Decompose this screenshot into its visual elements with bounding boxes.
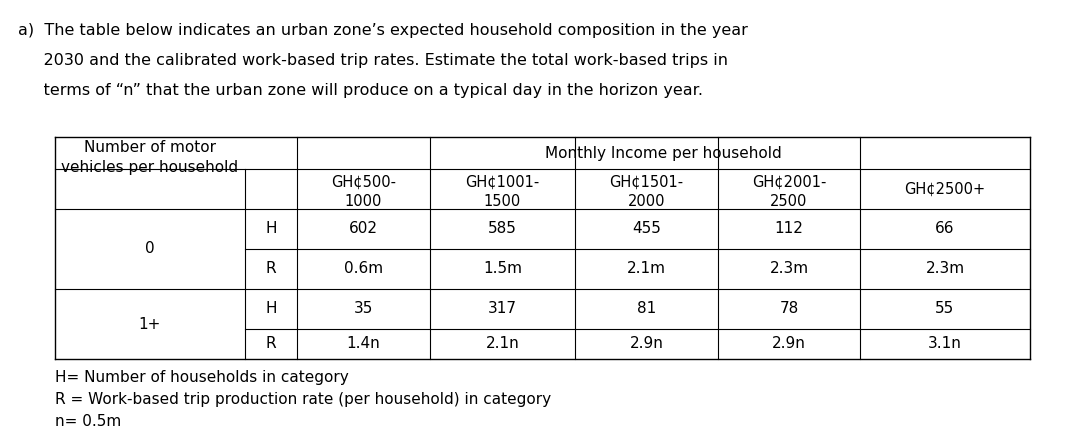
Text: 2030 and the calibrated work-based trip rates. Estimate the total work-based tri: 2030 and the calibrated work-based trip …	[18, 53, 728, 68]
Text: R = Work-based trip production rate (per household) in category: R = Work-based trip production rate (per…	[55, 392, 551, 407]
Text: 1500: 1500	[484, 194, 522, 209]
Text: 2.9n: 2.9n	[630, 336, 663, 352]
Text: 1+: 1+	[139, 317, 161, 332]
Text: 585: 585	[488, 222, 517, 236]
Text: vehicles per household: vehicles per household	[62, 160, 239, 175]
Text: 2.9n: 2.9n	[772, 336, 806, 352]
Text: R: R	[266, 261, 276, 276]
Text: GH¢1001-: GH¢1001-	[465, 174, 540, 190]
Text: 1.5m: 1.5m	[483, 261, 522, 276]
Text: 0: 0	[145, 241, 154, 256]
Text: 2.1n: 2.1n	[486, 336, 519, 352]
Text: 2500: 2500	[770, 194, 808, 209]
Text: GH¢2001-: GH¢2001-	[752, 174, 826, 190]
Text: 35: 35	[354, 301, 374, 316]
Text: GH¢500-: GH¢500-	[330, 174, 396, 190]
Text: GH¢2500+: GH¢2500+	[904, 182, 986, 197]
Text: GH¢1501-: GH¢1501-	[609, 174, 684, 190]
Text: R: R	[266, 336, 276, 352]
Text: 112: 112	[774, 222, 804, 236]
Text: a)  The table below indicates an urban zone’s expected household composition in : a) The table below indicates an urban zo…	[18, 23, 747, 38]
Text: 2.3m: 2.3m	[926, 261, 964, 276]
Text: 2.3m: 2.3m	[769, 261, 809, 276]
Text: 78: 78	[780, 301, 798, 316]
Text: 1.4n: 1.4n	[347, 336, 380, 352]
Text: Number of motor: Number of motor	[84, 140, 216, 155]
Text: Monthly Income per household: Monthly Income per household	[545, 146, 782, 161]
Text: 66: 66	[935, 222, 955, 236]
Text: 602: 602	[349, 222, 378, 236]
Text: 455: 455	[632, 222, 661, 236]
Text: 2.1m: 2.1m	[627, 261, 666, 276]
Text: terms of “n” that the urban zone will produce on a typical day in the horizon ye: terms of “n” that the urban zone will pr…	[18, 83, 703, 97]
Text: 1000: 1000	[345, 194, 382, 209]
Text: 3.1n: 3.1n	[928, 336, 962, 352]
Text: 2000: 2000	[627, 194, 665, 209]
Text: H: H	[266, 222, 276, 236]
Text: 317: 317	[488, 301, 517, 316]
Text: H: H	[266, 301, 276, 316]
Text: 81: 81	[637, 301, 657, 316]
Text: 0.6m: 0.6m	[343, 261, 383, 276]
Text: 55: 55	[935, 301, 955, 316]
Text: H= Number of households in category: H= Number of households in category	[55, 370, 349, 385]
Text: n= 0.5m: n= 0.5m	[55, 414, 121, 429]
